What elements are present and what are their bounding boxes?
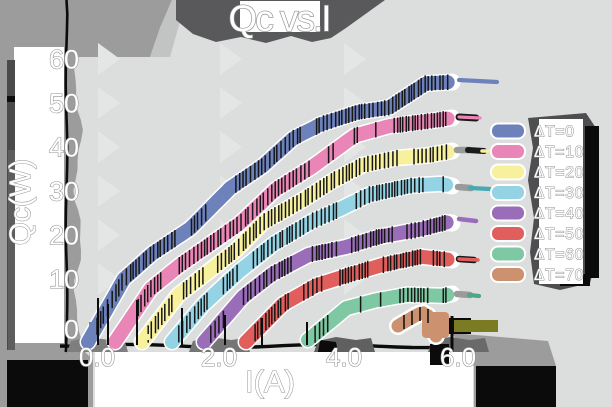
svg-text:20: 20 (49, 221, 79, 251)
svg-text:30: 30 (49, 177, 79, 207)
svg-text:ΔT=50: ΔT=50 (534, 226, 584, 243)
svg-text:I(A): I(A) (245, 364, 295, 399)
svg-text:2.0: 2.0 (201, 342, 237, 372)
svg-text:0: 0 (64, 315, 79, 345)
svg-text:4.0: 4.0 (326, 342, 362, 372)
svg-text:ΔT=20: ΔT=20 (534, 165, 584, 182)
svg-text:0.0: 0.0 (79, 342, 115, 372)
svg-text:40: 40 (49, 133, 79, 163)
svg-text:ΔT=40: ΔT=40 (534, 206, 584, 223)
svg-text:6.0: 6.0 (440, 342, 476, 372)
svg-text:60: 60 (49, 45, 79, 75)
svg-text:50: 50 (49, 89, 79, 119)
svg-text:Qc vs.I: Qc vs.I (228, 0, 329, 39)
svg-text:ΔT=70: ΔT=70 (534, 267, 584, 284)
svg-text:ΔT=30: ΔT=30 (534, 185, 584, 202)
svg-text:ΔT=10: ΔT=10 (534, 144, 584, 161)
svg-text:ΔT=60: ΔT=60 (534, 247, 584, 264)
svg-text:Qc(W): Qc(W) (4, 159, 37, 246)
svg-text:ΔT=0: ΔT=0 (534, 124, 575, 141)
svg-text:10: 10 (49, 265, 79, 295)
